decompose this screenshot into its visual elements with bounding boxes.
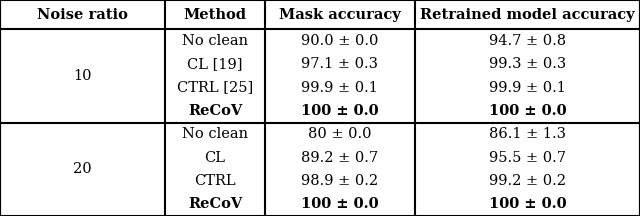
Text: 80 ± 0.0: 80 ± 0.0 — [308, 127, 372, 141]
Text: 10: 10 — [74, 69, 92, 83]
Text: CL [19]: CL [19] — [188, 57, 243, 71]
Text: 98.9 ± 0.2: 98.9 ± 0.2 — [301, 174, 378, 188]
Text: No clean: No clean — [182, 34, 248, 48]
Text: ReCoV: ReCoV — [188, 197, 242, 211]
Text: Retrained model accuracy: Retrained model accuracy — [420, 8, 635, 22]
Text: ReCoV: ReCoV — [188, 104, 242, 118]
Text: Mask accuracy: Mask accuracy — [279, 8, 401, 22]
Text: CTRL: CTRL — [194, 174, 236, 188]
Text: 99.3 ± 0.3: 99.3 ± 0.3 — [489, 57, 566, 71]
Text: 94.7 ± 0.8: 94.7 ± 0.8 — [489, 34, 566, 48]
Text: 100 ± 0.0: 100 ± 0.0 — [301, 104, 379, 118]
Text: 97.1 ± 0.3: 97.1 ± 0.3 — [301, 57, 378, 71]
Text: 95.5 ± 0.7: 95.5 ± 0.7 — [489, 151, 566, 165]
Text: 90.0 ± 0.0: 90.0 ± 0.0 — [301, 34, 378, 48]
Text: Noise ratio: Noise ratio — [37, 8, 128, 22]
Text: CTRL [25]: CTRL [25] — [177, 81, 253, 95]
Text: 100 ± 0.0: 100 ± 0.0 — [488, 197, 566, 211]
Text: Method: Method — [184, 8, 246, 22]
Text: 89.2 ± 0.7: 89.2 ± 0.7 — [301, 151, 378, 165]
Text: 99.9 ± 0.1: 99.9 ± 0.1 — [489, 81, 566, 95]
Text: CL: CL — [205, 151, 225, 165]
Text: 20: 20 — [73, 162, 92, 176]
Text: 100 ± 0.0: 100 ± 0.0 — [301, 197, 379, 211]
Text: 86.1 ± 1.3: 86.1 ± 1.3 — [489, 127, 566, 141]
Text: 99.9 ± 0.1: 99.9 ± 0.1 — [301, 81, 378, 95]
Text: 99.2 ± 0.2: 99.2 ± 0.2 — [489, 174, 566, 188]
Text: 100 ± 0.0: 100 ± 0.0 — [488, 104, 566, 118]
Text: No clean: No clean — [182, 127, 248, 141]
